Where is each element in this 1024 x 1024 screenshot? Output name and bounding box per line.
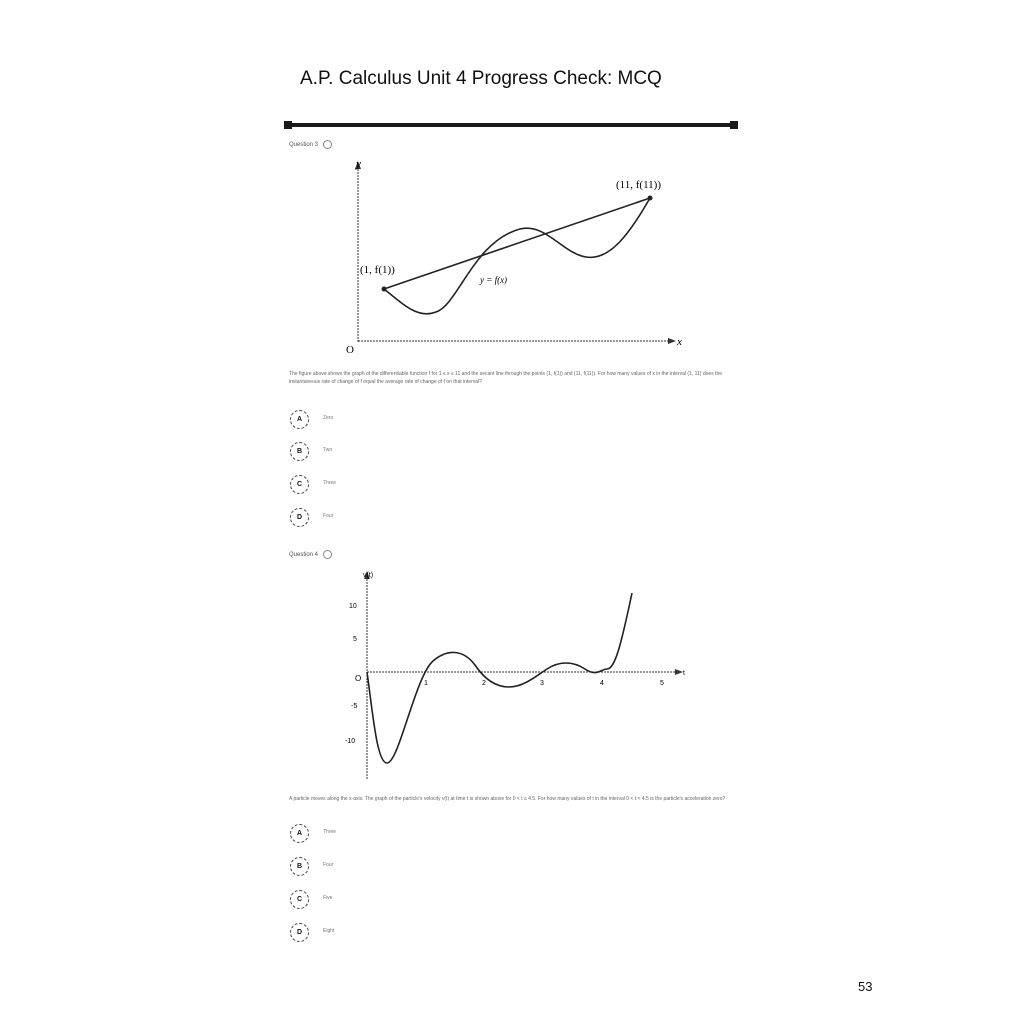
- choice-text: Four: [323, 862, 334, 868]
- choice-text: Zero: [323, 415, 334, 421]
- page-title: A.P. Calculus Unit 4 Progress Check: MCQ: [300, 68, 662, 89]
- y-tick-label: -5: [351, 703, 357, 710]
- question-4-header: Question 4: [289, 550, 332, 559]
- point-right-label: (11, f(11)): [616, 179, 661, 191]
- y-axis-arrow-icon: [364, 571, 370, 579]
- choice-bubble[interactable]: D: [290, 508, 309, 527]
- page-number: 53: [858, 979, 873, 994]
- bookmark-icon[interactable]: [322, 550, 332, 559]
- y-axis-label: y: [355, 158, 361, 170]
- origin-label: O: [346, 344, 354, 355]
- question-4-text: A particle moves along the x-axis. The g…: [289, 796, 726, 802]
- y-tick-label: -10: [345, 738, 355, 745]
- choice-bubble[interactable]: B: [290, 857, 309, 876]
- question-3-graph: y x O (1, f(1)) (11, f(11)) y = f(x): [346, 158, 682, 355]
- choice-bubble[interactable]: B: [290, 442, 309, 461]
- question-3-header: Question 3: [289, 140, 332, 149]
- x-tick-label: 5: [660, 680, 664, 687]
- origin-label: O: [355, 674, 361, 683]
- choice-bubble[interactable]: C: [290, 890, 309, 909]
- secant-line: [383, 197, 651, 290]
- choice-bubble[interactable]: A: [290, 410, 309, 429]
- bookmark-icon[interactable]: [322, 140, 332, 149]
- x-axis-label: t: [683, 670, 685, 677]
- choice-text: Three: [323, 480, 337, 486]
- choice-text: Four: [323, 513, 334, 519]
- question-3-label: Question 3: [289, 142, 319, 149]
- header-divider: [284, 121, 738, 129]
- choice-bubble[interactable]: A: [290, 824, 309, 843]
- question-4-label: Question 4: [289, 552, 319, 559]
- x-tick-label: 4: [600, 680, 604, 687]
- y-axis-label: v(t): [363, 572, 373, 579]
- choice-text: Eight: [323, 928, 335, 934]
- right-endpoint: [647, 195, 653, 201]
- x-axis-arrow-icon: [668, 338, 676, 344]
- left-endpoint: [381, 286, 387, 292]
- y-axis-arrow-icon: [355, 161, 361, 169]
- point-left-label: (1, f(1)): [360, 264, 395, 276]
- x-axis-label: x: [676, 336, 682, 348]
- x-tick-label: 1: [424, 680, 428, 687]
- function-curve: [383, 197, 651, 315]
- choice-text: Two: [323, 447, 333, 453]
- y-tick-label: 10: [349, 603, 357, 610]
- velocity-curve: [366, 592, 633, 764]
- choice-text: Three: [323, 829, 337, 835]
- x-axis-arrow-icon: [675, 669, 683, 675]
- choice-bubble[interactable]: D: [290, 923, 309, 942]
- curve-label: y = f(x): [479, 275, 507, 285]
- question-3-text: The figure above shows the graph of the …: [289, 371, 723, 385]
- choice-text: Five: [323, 895, 333, 901]
- question-4-graph: v(t) t O 10 5 -5 -10 1 2 3 4 5: [345, 571, 685, 780]
- y-tick-label: 5: [353, 636, 357, 643]
- choice-bubble[interactable]: C: [290, 475, 309, 494]
- x-tick-label: 2: [482, 680, 486, 687]
- x-tick-label: 3: [540, 680, 544, 687]
